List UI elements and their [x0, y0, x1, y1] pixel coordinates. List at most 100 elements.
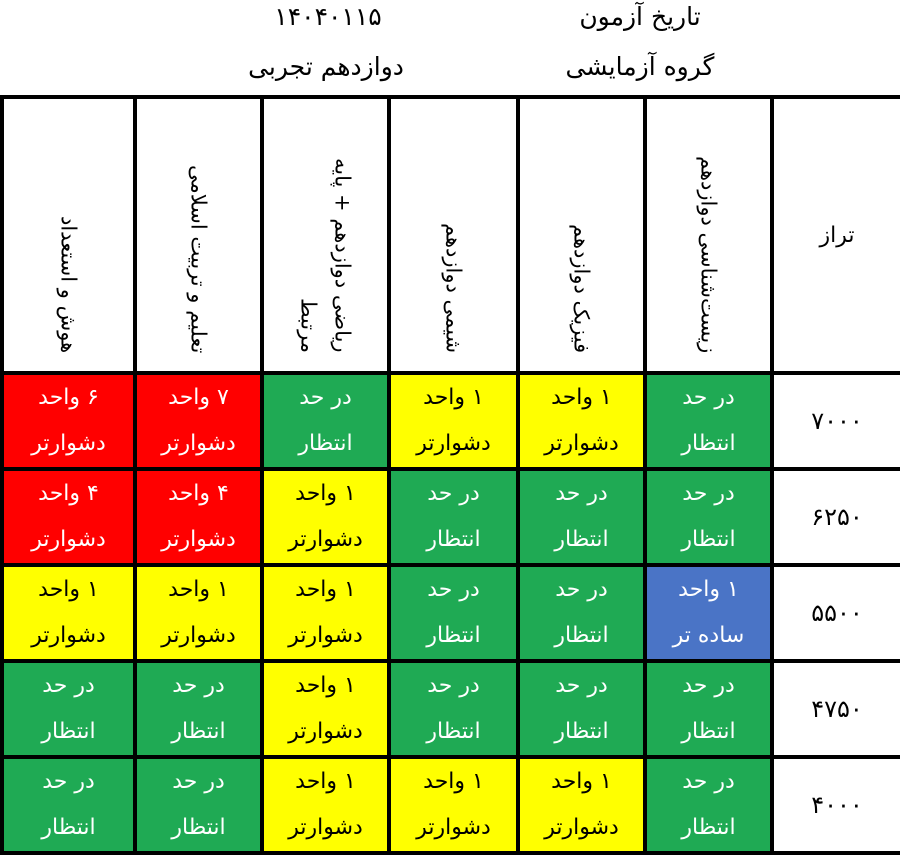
difficulty-level: دشوارتر [31, 527, 106, 552]
subject-label: زیست‌شناسی دوازدهم [696, 155, 721, 353]
difficulty-cell: ۱ واحد دشوارتر [133, 563, 264, 663]
difficulty-amount: ۶ واحد [38, 385, 99, 410]
taraz-value: ۷۰۰۰ [770, 371, 900, 471]
subject-label: ریاضی دوازدهم + پایه مرتبط [296, 158, 355, 353]
difficulty-amount: در حد [172, 769, 225, 794]
difficulty-level: انتظار [554, 623, 609, 648]
difficulty-level: دشوارتر [288, 719, 363, 744]
page-header: تاریخ آزمون ۱۴۰۴۰۱۱۵ گروه آزمایشی دوازده… [0, 0, 900, 96]
taraz-value: ۶۲۵۰ [770, 467, 900, 567]
difficulty-cell: در حد انتظار [387, 659, 520, 759]
difficulty-cell: ۱ واحد دشوارتر [516, 755, 647, 855]
difficulty-amount: در حد [555, 481, 608, 506]
difficulty-cell: ۱ واحد دشوارتر [387, 371, 520, 471]
difficulty-amount: ۱ واحد [295, 481, 356, 506]
difficulty-amount: ۷ واحد [168, 385, 229, 410]
taraz-value: ۴۷۵۰ [770, 659, 900, 759]
difficulty-cell: در حد انتظار [516, 659, 647, 759]
difficulty-level: انتظار [426, 527, 481, 552]
difficulty-amount: در حد [682, 385, 735, 410]
difficulty-cell: ۱ واحد ساده تر [643, 563, 774, 663]
difficulty-cell: در حد انتظار [260, 371, 391, 471]
exam-grade-label: دوازدهم تجربی [248, 52, 404, 81]
difficulty-cell: در حد انتظار [0, 755, 137, 855]
difficulty-level: دشوارتر [544, 815, 619, 840]
subject-label: شیمی دوازدهم [441, 222, 466, 353]
difficulty-level: دشوارتر [161, 623, 236, 648]
difficulty-cell: در حد انتظار [133, 755, 264, 855]
subject-header: هوش و استعداد [0, 95, 137, 375]
difficulty-cell: در حد انتظار [387, 563, 520, 663]
difficulty-level: دشوارتر [416, 815, 491, 840]
difficulty-level: دشوارتر [288, 623, 363, 648]
subject-label: تعلیم و تربیت اسلامی [186, 164, 211, 353]
difficulty-amount: در حد [682, 673, 735, 698]
difficulty-amount: ۱ واحد [678, 577, 739, 602]
difficulty-cell: ۷ واحد دشوارتر [133, 371, 264, 471]
subject-header: تعلیم و تربیت اسلامی [133, 95, 264, 375]
difficulty-level: انتظار [681, 431, 736, 456]
difficulty-cell: در حد انتظار [643, 659, 774, 759]
subject-header: ریاضی دوازدهم + پایه مرتبط [260, 95, 391, 375]
difficulty-level: دشوارتر [161, 527, 236, 552]
difficulty-cell: ۴ واحد دشوارتر [133, 467, 264, 567]
subject-label: هوش و استعداد [56, 215, 81, 353]
difficulty-level: دشوارتر [161, 431, 236, 456]
difficulty-table: هوش و استعداد تعلیم و تربیت اسلامی ریاضی… [0, 95, 900, 855]
table-row: در حد انتظار در حد انتظار ۱ واحد دشوارتر ۱ واح… [0, 755, 900, 855]
difficulty-level: انتظار [554, 719, 609, 744]
difficulty-amount: در حد [682, 481, 735, 506]
difficulty-level: انتظار [681, 719, 736, 744]
difficulty-level: انتظار [681, 815, 736, 840]
difficulty-amount: در حد [555, 673, 608, 698]
difficulty-level: دشوارتر [288, 527, 363, 552]
difficulty-amount: در حد [299, 385, 352, 410]
difficulty-cell: در حد انتظار [133, 659, 264, 759]
difficulty-amount: ۴ واحد [168, 481, 229, 506]
difficulty-level: انتظار [41, 719, 96, 744]
difficulty-amount: ۱ واحد [423, 385, 484, 410]
taraz-value: ۵۵۰۰ [770, 563, 900, 663]
difficulty-level: انتظار [426, 719, 481, 744]
table-row: ۱ واحد دشوارتر ۱ واحد دشوارتر ۱ واحد دشوارتر د… [0, 563, 900, 663]
difficulty-amount: ۱ واحد [551, 769, 612, 794]
table-row: ۶ واحد دشوارتر ۷ واحد دشوارتر در حد انتظار ۱ و… [0, 371, 900, 471]
difficulty-amount: ۴ واحد [38, 481, 99, 506]
taraz-value: ۴۰۰۰ [770, 755, 900, 855]
difficulty-amount: در حد [427, 481, 480, 506]
difficulty-level: انتظار [171, 815, 226, 840]
taraz-header: تراز [770, 95, 900, 375]
difficulty-level: دشوارتر [288, 815, 363, 840]
difficulty-amount: ۱ واحد [295, 577, 356, 602]
difficulty-cell: در حد انتظار [643, 755, 774, 855]
table-row: ۴ واحد دشوارتر ۴ واحد دشوارتر ۱ واحد دشوارتر د… [0, 467, 900, 567]
difficulty-cell: در حد انتظار [643, 467, 774, 567]
table-row: در حد انتظار در حد انتظار ۱ واحد دشوارتر در حد… [0, 659, 900, 759]
difficulty-cell: ۱ واحد دشوارتر [260, 659, 391, 759]
difficulty-cell: ۴ واحد دشوارتر [0, 467, 137, 567]
difficulty-level: انتظار [41, 815, 96, 840]
difficulty-amount: در حد [427, 673, 480, 698]
difficulty-cell: در حد انتظار [516, 467, 647, 567]
difficulty-cell: در حد انتظار [643, 371, 774, 471]
difficulty-cell: در حد انتظار [0, 659, 137, 759]
exam-date-label: تاریخ آزمون [579, 2, 701, 31]
difficulty-cell: ۱ واحد دشوارتر [387, 755, 520, 855]
subject-header: زیست‌شناسی دوازدهم [643, 95, 774, 375]
difficulty-amount: در حد [555, 577, 608, 602]
difficulty-cell: ۱ واحد دشوارتر [260, 467, 391, 567]
subject-header: فیزیک دوازدهم [516, 95, 647, 375]
subject-header: شیمی دوازدهم [387, 95, 520, 375]
difficulty-amount: در حد [172, 673, 225, 698]
difficulty-level: دشوارتر [416, 431, 491, 456]
difficulty-level: دشوارتر [544, 431, 619, 456]
difficulty-amount: ۱ واحد [168, 577, 229, 602]
difficulty-amount: ۱ واحد [295, 673, 356, 698]
difficulty-amount: در حد [42, 673, 95, 698]
difficulty-level: ساده تر [672, 623, 745, 648]
difficulty-cell: ۱ واحد دشوارتر [260, 755, 391, 855]
difficulty-level: انتظار [681, 527, 736, 552]
difficulty-level: انتظار [554, 527, 609, 552]
difficulty-cell: ۶ واحد دشوارتر [0, 371, 137, 471]
difficulty-cell: در حد انتظار [516, 563, 647, 663]
